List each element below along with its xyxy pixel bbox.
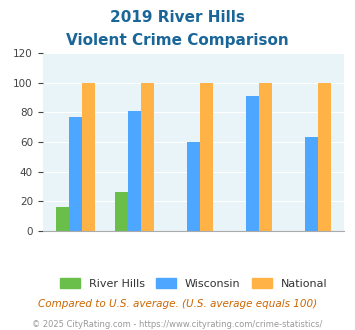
- Bar: [187, 142, 200, 231]
- Bar: [69, 117, 82, 231]
- Text: © 2025 CityRating.com - https://www.cityrating.com/crime-statistics/: © 2025 CityRating.com - https://www.city…: [32, 320, 323, 329]
- Bar: [259, 82, 272, 231]
- Bar: [318, 82, 331, 231]
- Legend: River Hills, Wisconsin, National: River Hills, Wisconsin, National: [55, 274, 332, 293]
- Text: Violent Crime Comparison: Violent Crime Comparison: [66, 33, 289, 48]
- Bar: [141, 82, 154, 231]
- Text: 2019 River Hills: 2019 River Hills: [110, 10, 245, 25]
- Bar: [56, 207, 69, 231]
- Bar: [305, 138, 318, 231]
- Bar: [200, 82, 213, 231]
- Bar: [128, 111, 141, 231]
- Bar: [115, 192, 128, 231]
- Text: Compared to U.S. average. (U.S. average equals 100): Compared to U.S. average. (U.S. average …: [38, 299, 317, 309]
- Bar: [82, 82, 95, 231]
- Bar: [246, 96, 259, 231]
